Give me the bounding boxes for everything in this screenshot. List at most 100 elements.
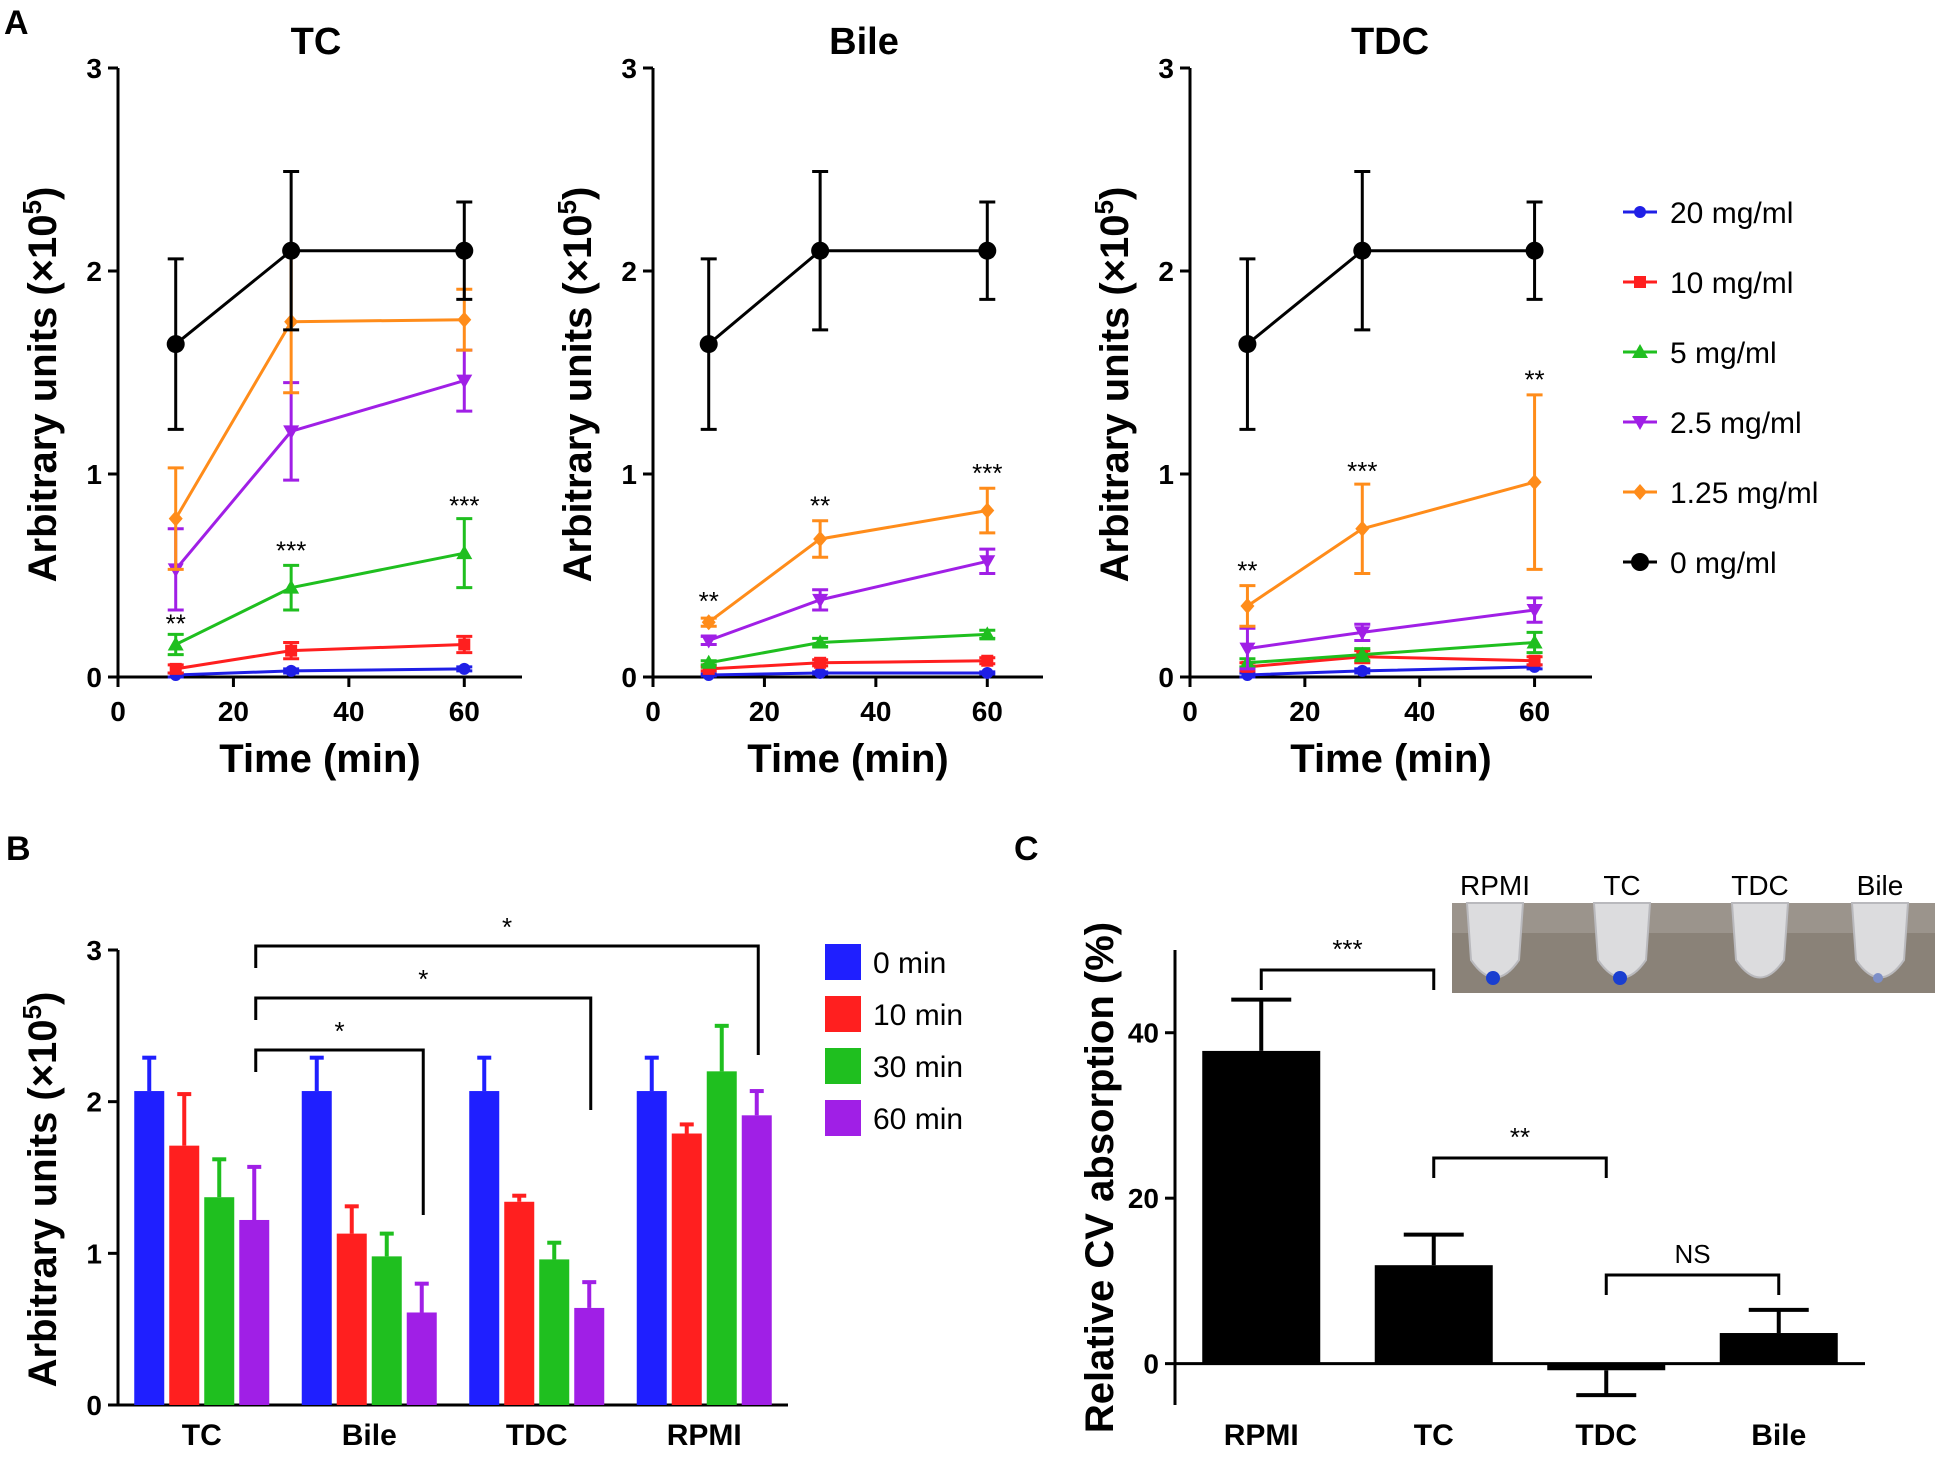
category-label: TC <box>182 1419 222 1452</box>
category-label: TDC <box>506 1419 568 1452</box>
data-point <box>814 656 827 669</box>
y-tick-label: 0 <box>1143 1349 1159 1380</box>
data-point <box>167 636 184 651</box>
x-tick-label: 20 <box>749 696 780 727</box>
data-point <box>458 662 471 675</box>
significance-bracket: NS <box>1604 1239 1781 1295</box>
bar <box>671 1133 702 1405</box>
significance-annotation: *** <box>276 535 306 565</box>
x-tick-label: 60 <box>972 696 1003 727</box>
data-point <box>282 241 301 260</box>
significance-annotation: *** <box>1347 456 1377 486</box>
y-tick-label: 3 <box>86 53 102 84</box>
tube: TC <box>1592 870 1652 985</box>
category-label: RPMI <box>1224 1419 1299 1452</box>
data-point <box>458 638 471 651</box>
series-2-5mgml <box>1239 596 1543 671</box>
x-tick-label: 40 <box>1404 696 1435 727</box>
bracket-label: NS <box>1674 1239 1710 1269</box>
series-line <box>174 379 465 571</box>
legend-label: 30 min <box>873 1051 963 1084</box>
data-point <box>1527 474 1542 491</box>
data-point <box>813 530 828 547</box>
bar-group <box>1719 1307 1838 1364</box>
series-5mgml <box>1239 630 1543 669</box>
significance-annotation: ** <box>810 491 830 521</box>
legend-item: 20 mg/ml <box>1623 197 1793 230</box>
data-point <box>169 662 182 675</box>
bracket-line <box>254 1048 425 1215</box>
data-point <box>283 425 300 440</box>
x-tick-label: 0 <box>645 696 661 727</box>
bar-group <box>1547 1363 1666 1398</box>
significance-annotation: ** <box>1237 556 1257 586</box>
data-point <box>1356 664 1369 677</box>
bar <box>301 1091 332 1405</box>
y-axis-label-exponent: 5 <box>552 200 582 214</box>
legend-time: 0 min 10 min 30 min 60 min <box>825 944 963 1136</box>
legend-marker <box>1634 276 1646 288</box>
data-point <box>1355 520 1370 537</box>
significance-annotation: ** <box>1524 365 1544 395</box>
legend-marker <box>1631 553 1649 571</box>
significance-bracket: ** <box>1432 1122 1608 1178</box>
series-line <box>708 671 988 677</box>
data-point <box>1526 634 1543 649</box>
bar <box>1374 1265 1493 1364</box>
series-line <box>174 249 465 346</box>
bracket-line <box>1432 1156 1608 1178</box>
y-axis-label: Arbitrary units (×105) <box>552 187 600 583</box>
y-tick-label: 1 <box>86 1238 102 1269</box>
data-point <box>700 654 717 669</box>
series-line <box>1247 608 1535 651</box>
category-label: RPMI <box>667 1419 742 1452</box>
y-tick-label: 2 <box>1158 256 1174 287</box>
data-point <box>166 335 185 354</box>
bar-series-30-min <box>204 1023 737 1405</box>
tube: Bile <box>1850 870 1910 983</box>
bar-group <box>1374 1232 1493 1364</box>
significance-bracket: * <box>254 912 760 1055</box>
data-point <box>455 241 474 260</box>
legend-label: 60 min <box>873 1103 963 1136</box>
y-tick-label: 0 <box>86 662 102 693</box>
series-5mgml <box>167 517 473 657</box>
data-point <box>979 555 996 570</box>
y-tick-label: 40 <box>1128 1018 1159 1049</box>
data-point <box>812 634 829 649</box>
y-axis-label-exponent: 5 <box>1089 200 1119 214</box>
significance-bracket: *** <box>1259 934 1436 990</box>
x-axis-label: Time (min) <box>747 737 949 781</box>
series-1-25mgml <box>167 249 473 571</box>
y-axis-label-main: Arbitrary units (×10 <box>21 1019 65 1387</box>
bar <box>406 1312 437 1405</box>
series-20mgml <box>700 666 996 681</box>
y-axis-label-exponent: 5 <box>17 200 47 214</box>
crystal-violet-pellet <box>1613 971 1627 985</box>
x-tick-label: 60 <box>1519 696 1550 727</box>
series-line <box>707 509 988 624</box>
series-line <box>708 659 988 671</box>
series-0mgml <box>699 170 997 431</box>
x-tick-label: 60 <box>449 696 480 727</box>
y-axis-label: Relative CV absorption (%) <box>1078 922 1122 1433</box>
tube-body <box>1592 902 1652 979</box>
crystal-violet-pellet <box>1486 971 1500 985</box>
data-point <box>814 666 827 679</box>
tube-body <box>1850 902 1910 979</box>
inset-label: RPMI <box>1460 870 1530 901</box>
bar-series-10-min <box>169 1092 702 1405</box>
y-tick-label: 3 <box>1158 53 1174 84</box>
data-point <box>980 502 995 519</box>
series-2-5mgml <box>167 348 473 612</box>
legend-marker <box>1634 206 1646 218</box>
legend-label: 0 mg/ml <box>1670 547 1777 580</box>
y-axis-label-exponent: 5 <box>17 1005 47 1019</box>
y-axis-label-close: ) <box>556 187 600 200</box>
series-line <box>175 643 465 671</box>
data-point <box>700 634 717 649</box>
x-tick-label: 40 <box>333 696 364 727</box>
data-point <box>1354 646 1371 661</box>
inset-label: TDC <box>1731 870 1789 901</box>
